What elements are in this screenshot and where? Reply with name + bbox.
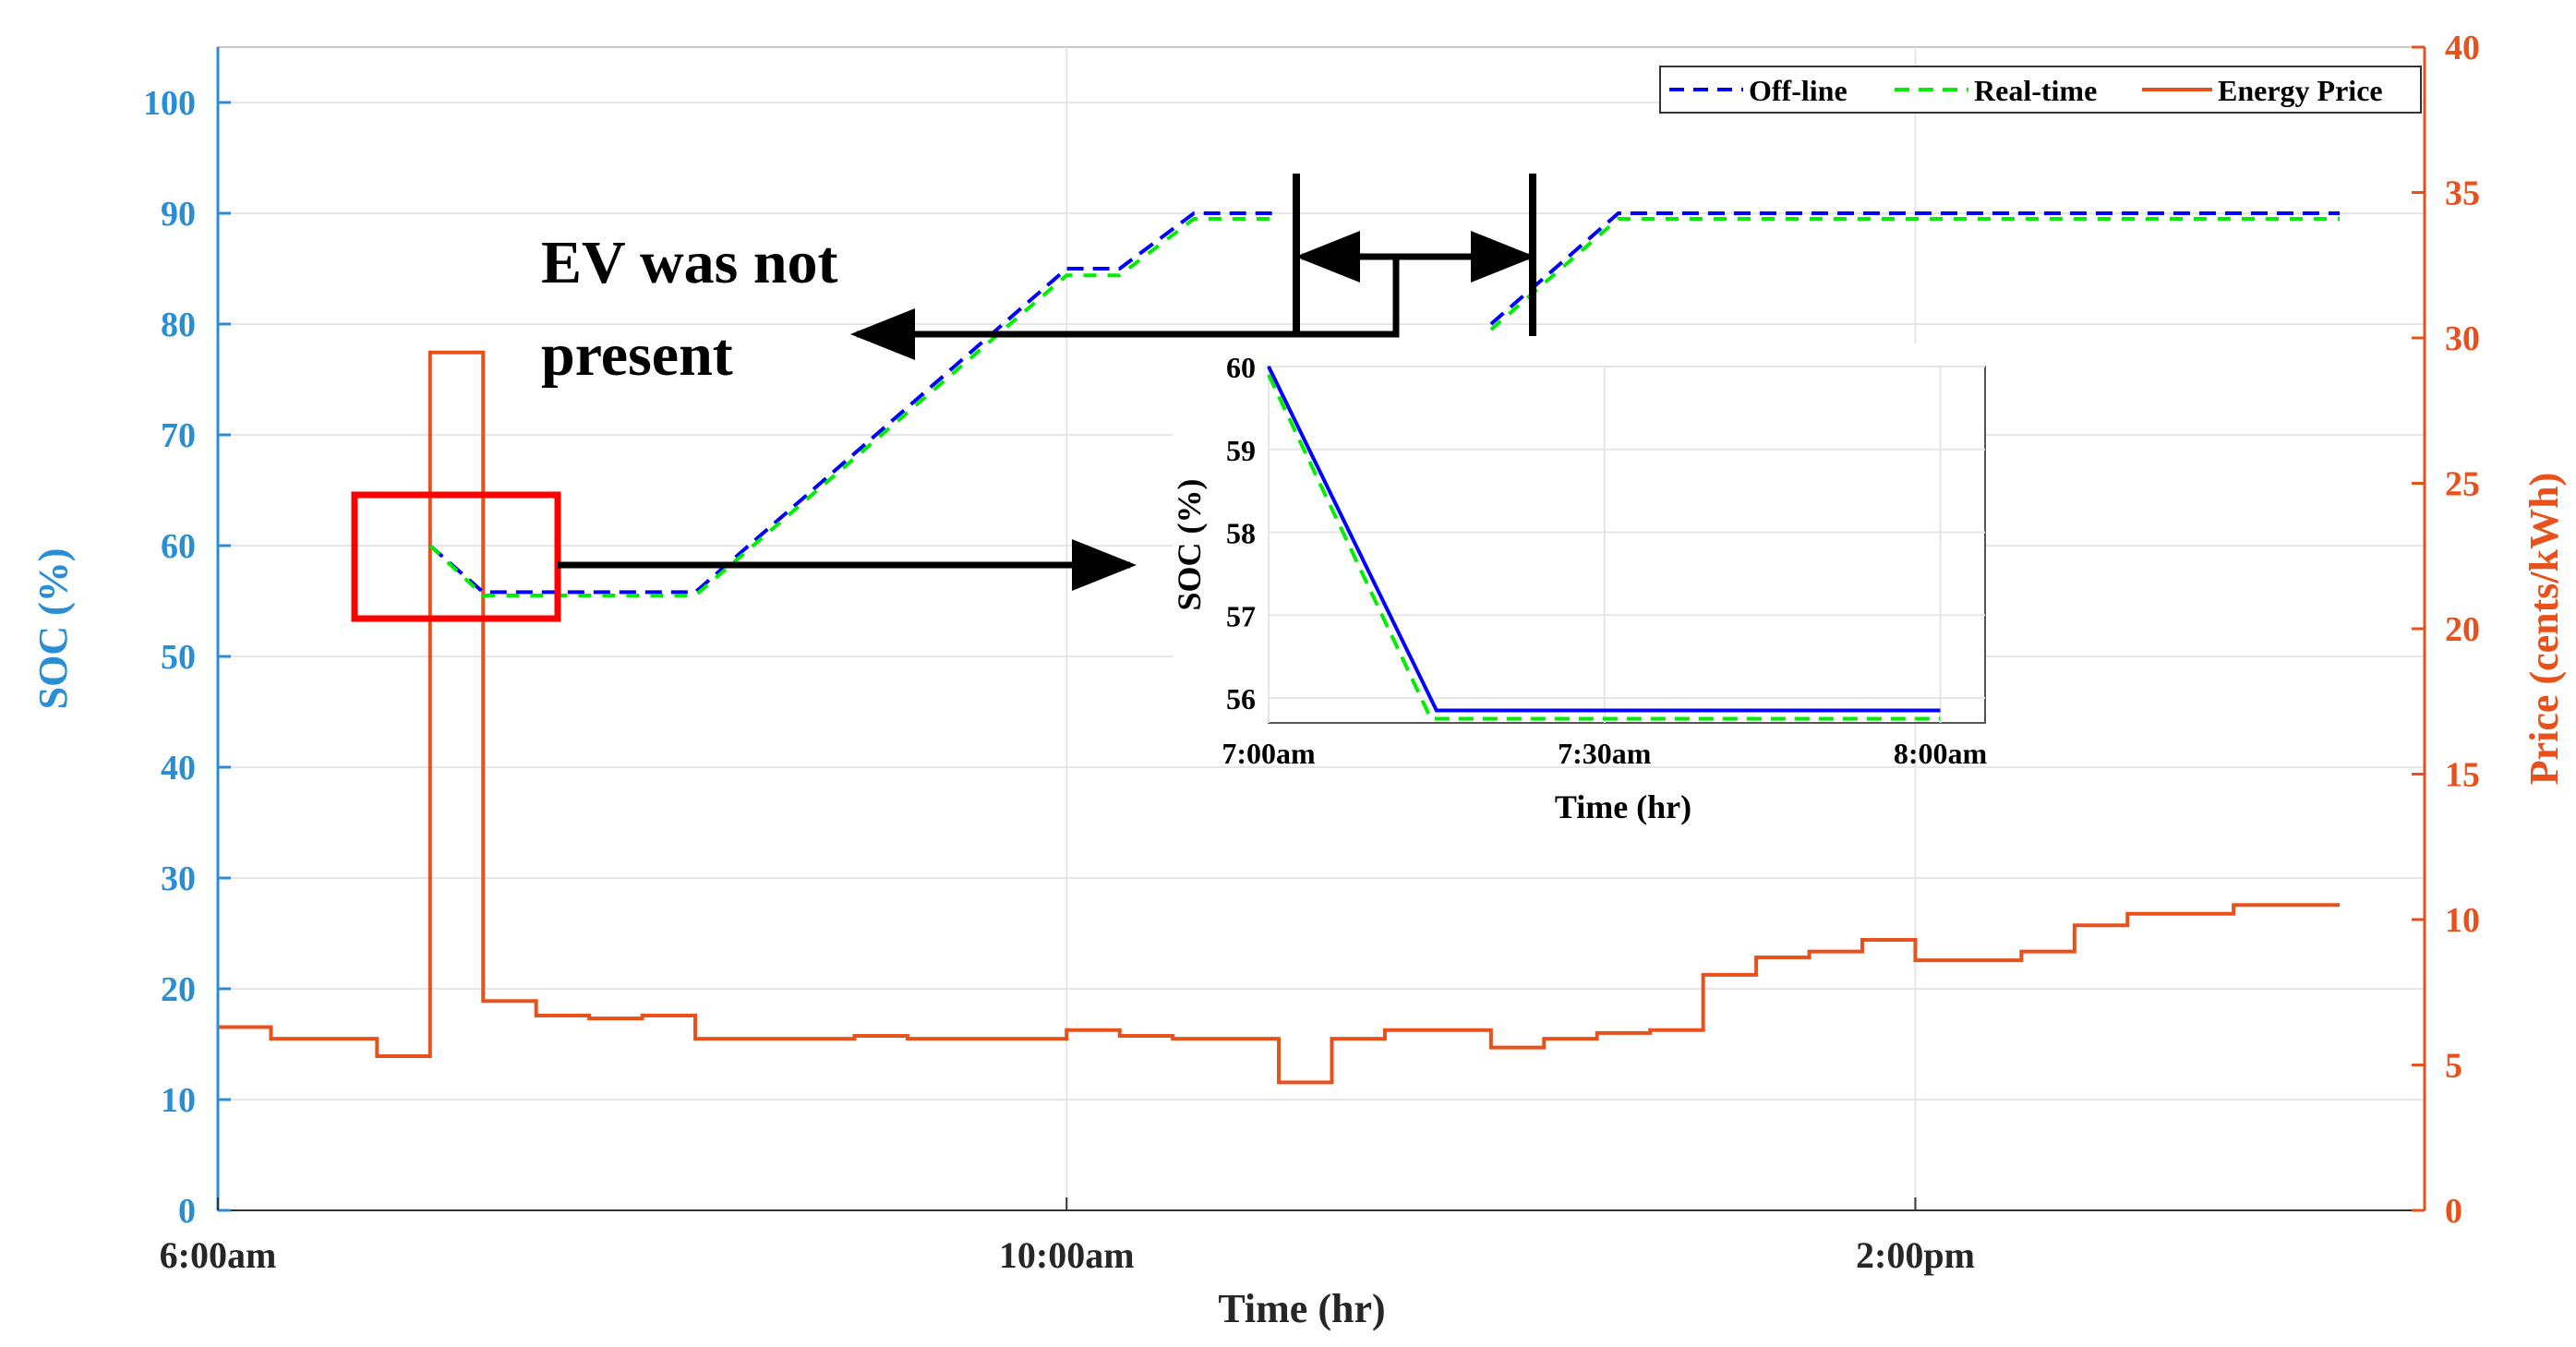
left-tick-label: 70 — [161, 416, 196, 455]
x-tick-label: 2:00pm — [1856, 1234, 1975, 1276]
right-tick-label: 25 — [2445, 465, 2480, 504]
left-tick-label: 40 — [161, 749, 196, 788]
x-axis-label: Time (hr) — [1218, 1286, 1385, 1331]
right-tick-label: 0 — [2445, 1192, 2462, 1231]
legend: Off-line Real-time Energy Price — [1659, 66, 2422, 114]
inset-y-axis-label: SOC (%) — [1171, 479, 1208, 611]
left-tick-label: 30 — [161, 860, 196, 898]
right-tick-label: 15 — [2445, 756, 2480, 795]
left-tick-label: 60 — [161, 527, 196, 566]
legend-label-offline: Off-line — [1749, 74, 1848, 107]
inset-series — [1267, 366, 1941, 721]
left-tick-label: 50 — [161, 638, 196, 677]
left-axis-ticks: 0 10 20 30 40 50 60 70 80 90 100 — [143, 84, 231, 1231]
annotation-text-line1: EV was not — [541, 229, 838, 296]
annotation-text-line2: present — [541, 321, 733, 389]
inset-x-axis-label: Time (hr) — [1555, 788, 1691, 825]
inset-y-tick-label: 56 — [1226, 682, 1256, 716]
x-tick-label: 10:00am — [999, 1234, 1135, 1276]
inset-x-tick-label: 8:00am — [1894, 737, 1988, 770]
inset-ticks: 56 57 58 59 60 7:00am 7:30am 8:00am — [1222, 351, 1987, 770]
annotation-connector — [1296, 257, 1400, 338]
inset-x-tick-label: 7:30am — [1558, 737, 1652, 770]
left-tick-label: 90 — [161, 195, 196, 234]
right-tick-label: 40 — [2445, 29, 2480, 67]
right-tick-label: 20 — [2445, 610, 2480, 649]
annotation-not-present: EV was not present — [541, 174, 1536, 389]
inset-x-tick-label: 7:00am — [1222, 737, 1316, 770]
right-tick-label: 35 — [2445, 174, 2480, 213]
right-axis-ticks: 0 5 10 15 20 25 30 35 40 — [2412, 29, 2480, 1231]
inset-y-tick-label: 58 — [1226, 517, 1256, 550]
inset-series-realtime — [1267, 374, 1941, 721]
left-tick-label: 100 — [143, 84, 196, 123]
inset-y-tick-label: 57 — [1226, 599, 1256, 632]
legend-box — [1659, 66, 2422, 114]
legend-label-price: Energy Price — [2218, 74, 2383, 107]
inset-chart: 56 57 58 59 60 7:00am 7:30am 8:00am Time (hr) S… — [1171, 343, 1988, 825]
left-axis-label: SOC (%) — [30, 548, 76, 710]
series-energy-price — [218, 350, 2341, 1085]
inset-y-tick-label: 59 — [1226, 434, 1256, 467]
series-offline — [428, 211, 1280, 595]
x-tick-label: 6:00am — [160, 1234, 277, 1276]
zoom-highlight-box — [351, 491, 561, 622]
series-realtime — [428, 217, 1280, 597]
x-axis-ticks: 6:00am 10:00am 2:00pm — [160, 1197, 1975, 1276]
left-tick-label: 0 — [178, 1192, 196, 1231]
legend-label-realtime: Real-time — [1974, 74, 2097, 107]
inset-grid — [1268, 366, 1985, 723]
right-tick-label: 10 — [2445, 901, 2480, 940]
inset-plot-area — [1268, 366, 1986, 724]
left-tick-label: 10 — [161, 1081, 196, 1120]
right-tick-label: 5 — [2445, 1047, 2462, 1086]
left-tick-label: 20 — [161, 970, 196, 1009]
inset-y-tick-label: 60 — [1226, 351, 1256, 384]
right-tick-label: 30 — [2445, 319, 2480, 358]
inset-series-offline — [1267, 366, 1941, 713]
right-axis-label: Price (cents/kWh) — [2522, 473, 2567, 785]
left-tick-label: 80 — [161, 306, 196, 344]
